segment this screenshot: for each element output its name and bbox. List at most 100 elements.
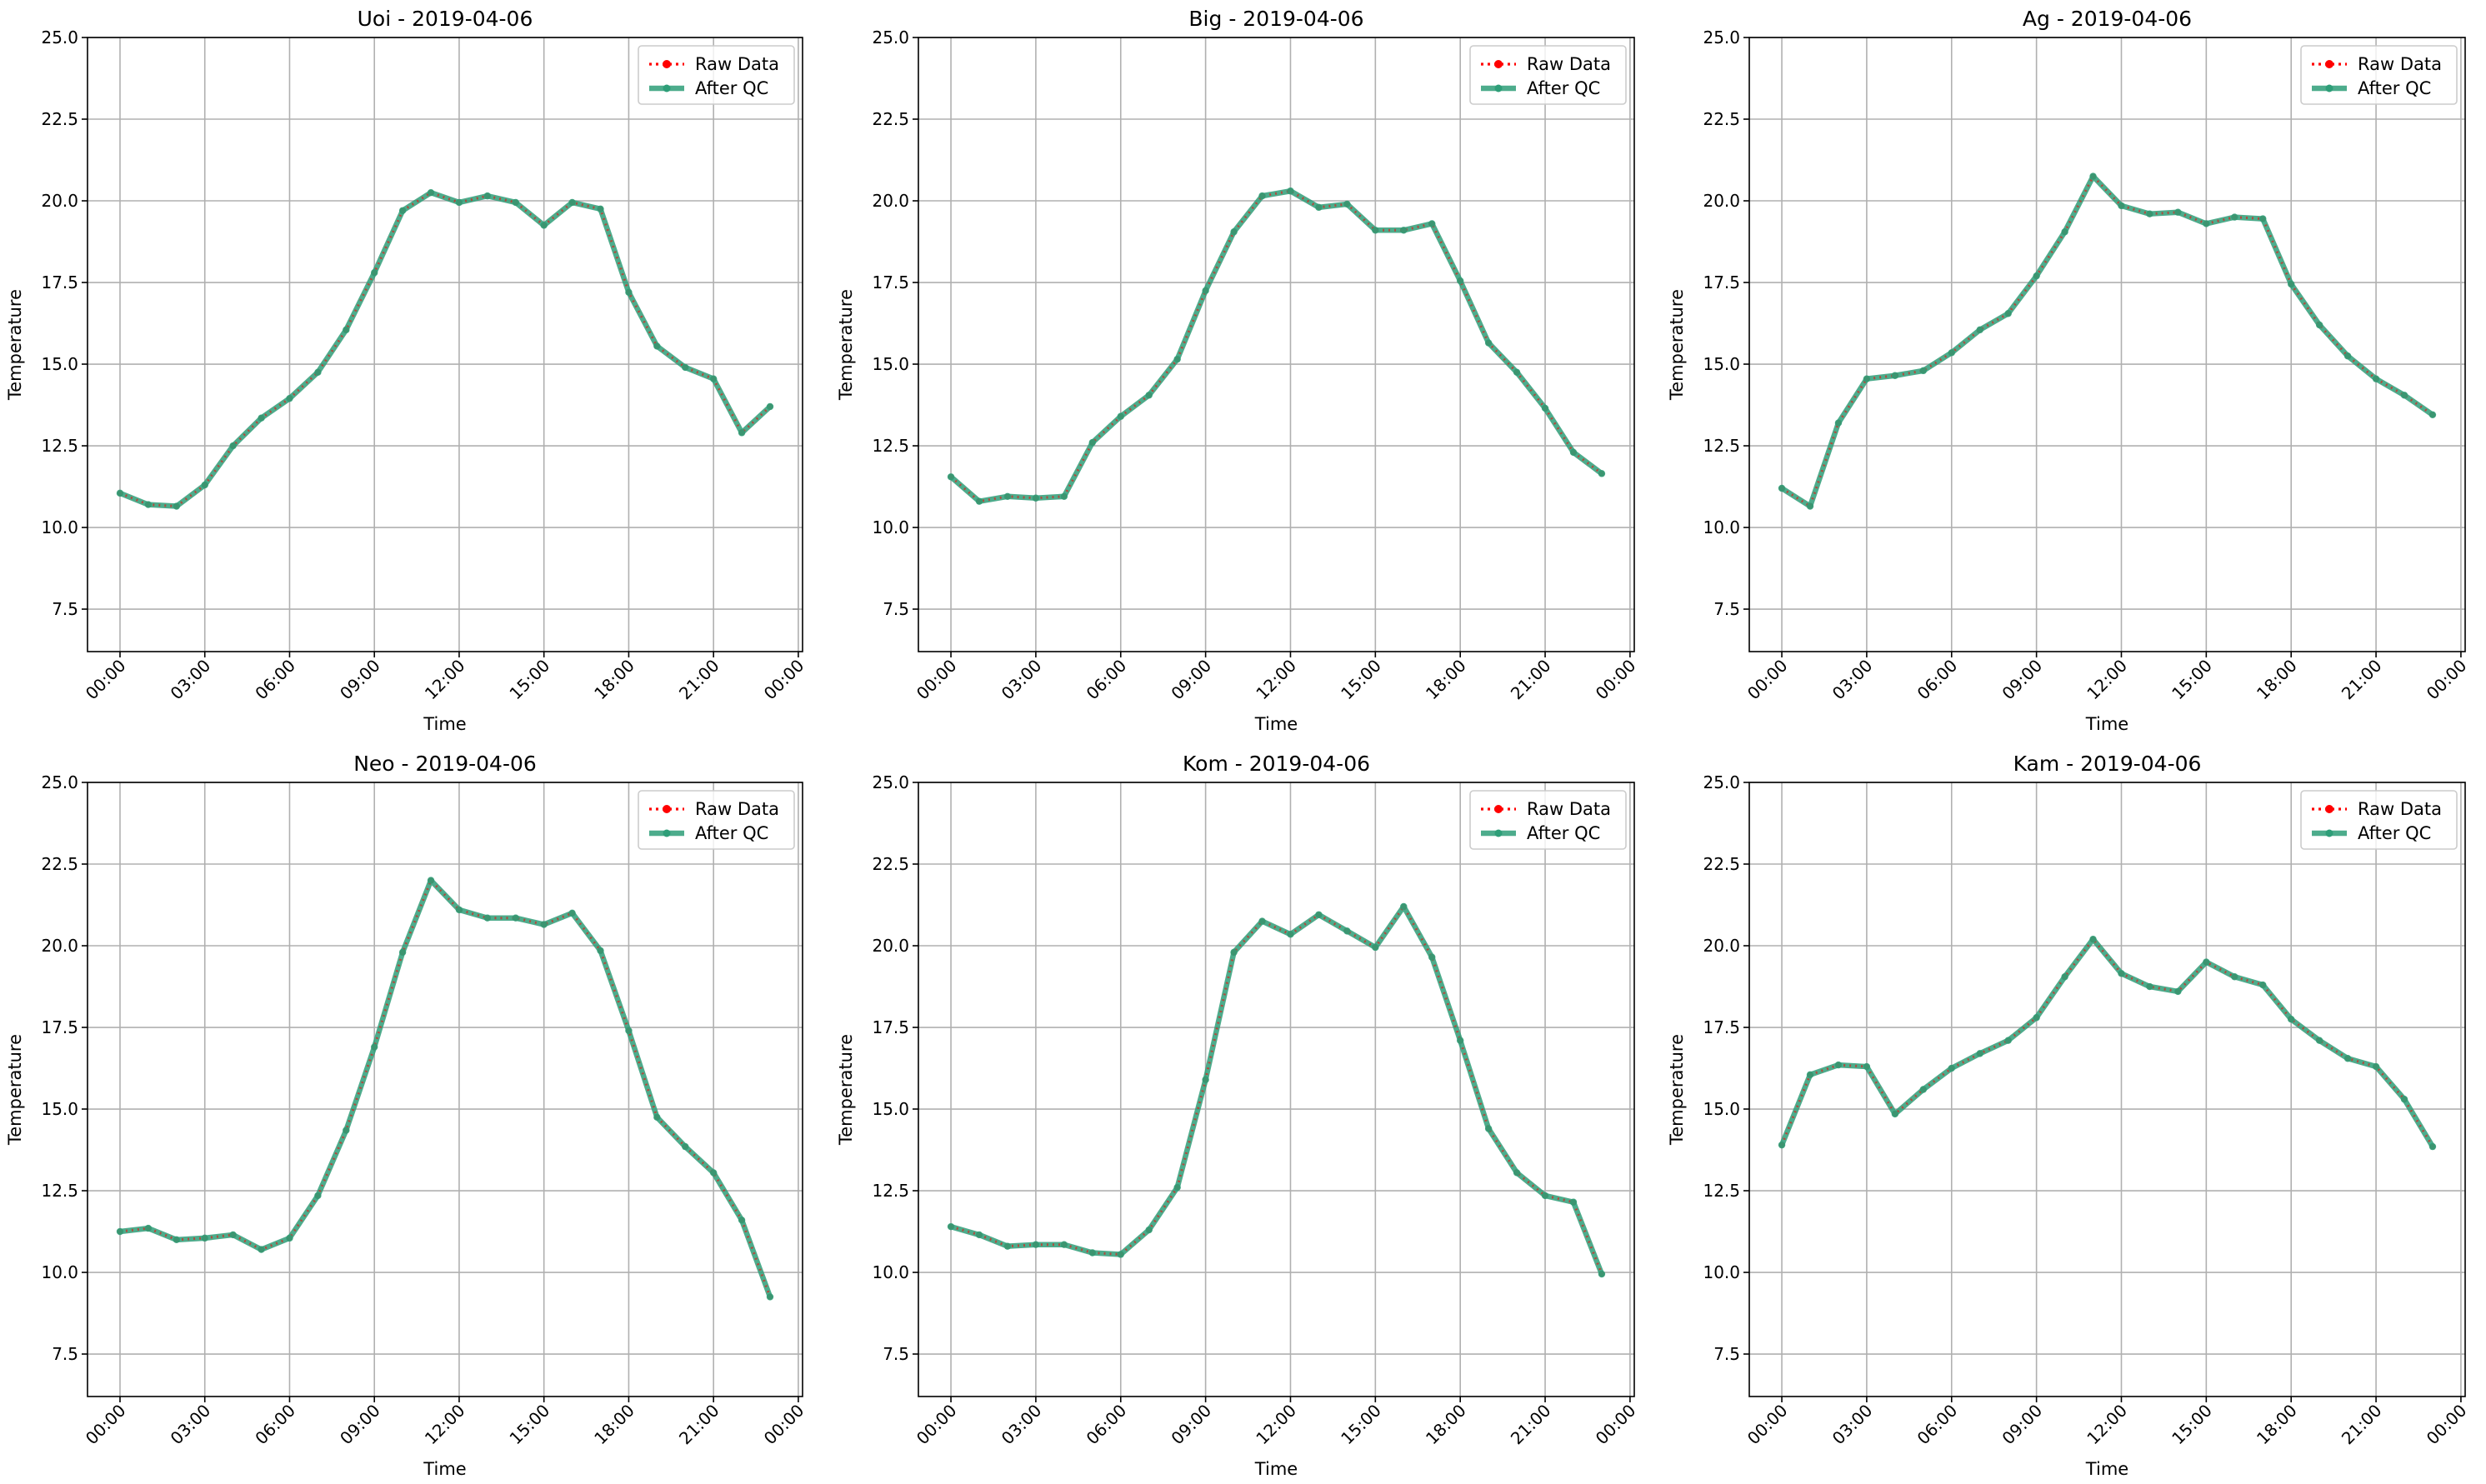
point-after-qc: [512, 914, 519, 922]
y-axis-label: Temperature: [836, 289, 856, 401]
point-after-qc: [1806, 1071, 1814, 1079]
legend-label-raw-data: Raw Data: [1527, 54, 1611, 74]
point-after-qc: [2061, 228, 2068, 236]
series-line-after-qc: [117, 189, 773, 509]
point-after-qc: [371, 269, 378, 277]
point-after-qc: [653, 1113, 661, 1122]
plot-frame: [87, 782, 803, 1397]
point-after-qc: [1834, 1061, 1843, 1069]
point-after-qc: [568, 198, 576, 207]
legend-label-after-qc: After QC: [2358, 823, 2431, 843]
y-tick-label: 25.0: [872, 27, 909, 47]
legend-marker-after-qc: [663, 829, 671, 837]
x-tick-label: 18:00: [590, 656, 638, 704]
point-after-qc: [1428, 220, 1436, 227]
point-after-qc: [1060, 492, 1068, 500]
x-tick-label: 12:00: [2083, 1401, 2131, 1449]
point-after-qc: [314, 1192, 322, 1200]
y-tick-label: 20.0: [1703, 191, 1740, 211]
x-tick-label: 03:00: [1828, 656, 1877, 704]
x-axis-label: Time: [2085, 714, 2128, 734]
legend-marker-raw-data: [1494, 805, 1503, 813]
y-tick-label: 17.5: [41, 1017, 78, 1037]
y-tick-label: 20.0: [872, 936, 909, 956]
legend: Raw Data After QC: [1469, 790, 1627, 850]
y-tick-label: 22.5: [872, 109, 909, 129]
point-after-qc: [512, 198, 519, 207]
point-after-qc: [1948, 349, 1955, 357]
legend-marker-raw-data: [2325, 60, 2333, 68]
y-tick-label: 15.0: [872, 1099, 909, 1119]
point-after-qc: [1202, 287, 1209, 295]
y-axis-label: Temperature: [1667, 1034, 1687, 1146]
point-after-qc: [144, 1224, 153, 1232]
x-tick-label: 15:00: [2168, 656, 2216, 704]
y-tick-label: 20.0: [41, 191, 78, 211]
y-tick-label: 20.0: [1703, 936, 1740, 956]
point-after-qc: [1484, 339, 1493, 347]
point-after-qc: [1230, 228, 1238, 236]
y-tick-label: 10.0: [872, 517, 909, 537]
point-after-qc: [2174, 208, 2182, 216]
point-after-qc: [2203, 958, 2210, 966]
y-tick-label: 15.0: [1703, 1099, 1740, 1119]
point-after-qc: [2203, 220, 2210, 227]
y-tick-label: 22.5: [1703, 109, 1740, 129]
point-after-qc: [2372, 1062, 2380, 1071]
y-tick-label: 7.5: [1713, 1344, 1740, 1364]
point-after-qc: [455, 906, 463, 914]
point-after-qc: [173, 1236, 181, 1244]
point-after-qc: [1258, 192, 1266, 200]
legend: Raw Data After QC: [638, 790, 795, 850]
grid: [88, 782, 803, 1397]
x-tick-label: 21:00: [1507, 656, 1555, 704]
y-tick-label: 10.0: [1703, 1262, 1740, 1282]
point-after-qc: [1287, 187, 1294, 195]
x-tick-label: 12:00: [1252, 656, 1300, 704]
x-tick-label: 00:00: [760, 1401, 808, 1449]
point-after-qc: [398, 207, 407, 214]
point-after-qc: [2118, 202, 2125, 210]
y-tick-label: 12.5: [1703, 1181, 1740, 1201]
y-tick-label: 25.0: [41, 772, 78, 792]
point-after-qc: [258, 1246, 265, 1253]
x-tick-label: 00:00: [82, 656, 130, 704]
chart-title: Ag - 2019-04-06: [2023, 7, 2192, 31]
plot-frame: [1748, 37, 2466, 652]
point-after-qc: [2061, 973, 2068, 981]
point-after-qc: [371, 1043, 378, 1051]
point-after-qc: [540, 222, 548, 229]
x-tick-label: 09:00: [336, 1401, 384, 1449]
point-after-qc: [1834, 419, 1843, 427]
y-axis-label: Temperature: [5, 289, 25, 401]
x-tick-label: 03:00: [998, 1401, 1046, 1449]
legend-label-raw-data: Raw Data: [1527, 799, 1611, 819]
legend-label-raw-data: Raw Data: [2358, 799, 2442, 819]
series-line-after-qc: [948, 188, 1605, 504]
x-tick-label: 21:00: [675, 1401, 723, 1449]
chart-panel: 7.5 10.0 12.5 15.0 17.5 20.0 22.5 25.0 00:00 03:0…: [1667, 752, 2470, 1479]
point-after-qc: [1287, 931, 1294, 938]
x-tick-label: 18:00: [1422, 656, 1470, 704]
x-tick-label: 21:00: [675, 656, 723, 704]
point-after-qc: [483, 192, 492, 200]
point-after-qc: [173, 502, 181, 510]
x-tick-label: 00:00: [1743, 1401, 1792, 1449]
point-after-qc: [1343, 200, 1351, 208]
y-tick-label: 22.5: [872, 854, 909, 874]
point-after-qc: [286, 1234, 293, 1242]
series-line-raw-data: [950, 904, 1603, 1275]
x-tick-label: 06:00: [251, 1401, 299, 1449]
x-tick-label: 00:00: [760, 656, 808, 704]
point-after-qc: [1315, 203, 1323, 212]
y-tick-label: 17.5: [1703, 1017, 1740, 1037]
legend-marker-after-qc: [2325, 829, 2333, 837]
x-tick-label: 09:00: [1998, 656, 2046, 704]
point-after-qc: [201, 481, 208, 489]
x-tick-label: 21:00: [2338, 1401, 2386, 1449]
point-after-qc: [1976, 1050, 1983, 1057]
y-axis-label: Temperature: [5, 1034, 25, 1146]
chart-panel: 7.5 10.0 12.5 15.0 17.5 20.0 22.5 25.0 00:00 03:0…: [836, 7, 1639, 734]
y-tick-label: 7.5: [52, 599, 78, 619]
